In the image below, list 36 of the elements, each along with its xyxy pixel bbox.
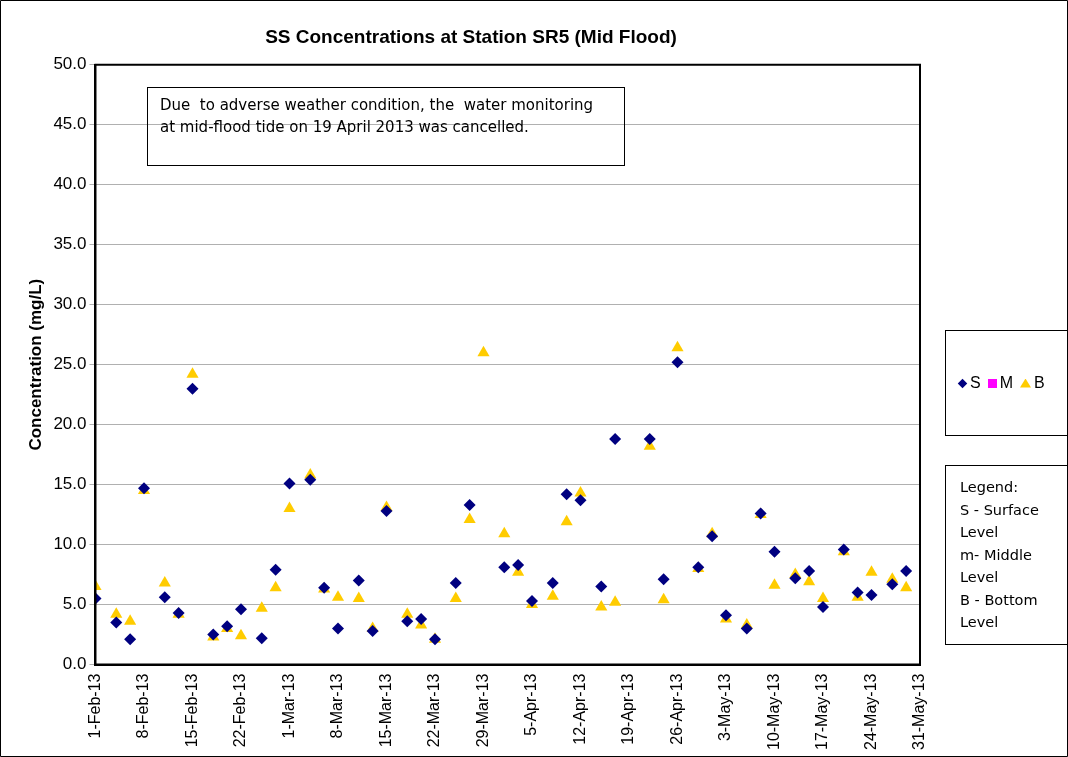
x-tick-label: 22-Mar-13	[425, 673, 443, 748]
x-tick-label: 19-Apr-13	[619, 673, 637, 745]
chart-title: SS Concentrations at Station SR5 (Mid Flood)	[265, 25, 677, 47]
x-tick-label: 26-Apr-13	[667, 673, 685, 745]
x-tick-label: 29-Mar-13	[473, 673, 491, 748]
y-tick-label: 45.0	[53, 114, 87, 134]
y-axis-title: Concentration (mg/L)	[25, 278, 45, 451]
x-tick-label: 10-May-13	[764, 673, 782, 751]
x-tick-label: 8-Feb-13	[134, 673, 152, 739]
x-tick-label: 5-Apr-13	[522, 673, 540, 736]
y-tick-label: 15.0	[53, 474, 87, 494]
text: Legend: S - Surface Level m- Middle Level B - Bottom Level	[945, 465, 1068, 645]
x-tick-label: 31-May-13	[910, 673, 928, 751]
x-tick-label: 24-May-13	[861, 673, 879, 751]
legend-label: B	[1034, 374, 1045, 392]
x-tick-label: 12-Apr-13	[570, 673, 588, 745]
legend-label: M	[999, 374, 1013, 392]
y-tick-label: 35.0	[53, 234, 87, 254]
y-tick-label: 0.0	[62, 654, 87, 674]
x-tick-label: 1-Feb-13	[85, 673, 103, 739]
y-tick-label: 30.0	[53, 294, 87, 314]
x-tick-label: 17-May-13	[813, 673, 831, 751]
y-tick-label: 50.0	[53, 54, 87, 74]
x-tick-label: 15-Mar-13	[376, 673, 394, 748]
y-tick-label: 5.0	[62, 594, 87, 614]
x-tick-label: 8-Mar-13	[328, 673, 346, 739]
x-tick-label: 15-Feb-13	[182, 673, 200, 748]
annotation: Due to adverse weather condition, the water monitoring at mid-flood tide on 19 April 2013 was cancelled.	[147, 87, 625, 166]
x-tick-label: 22-Feb-13	[231, 673, 249, 748]
y-tick-label: 25.0	[53, 354, 87, 374]
y-tick-label: 40.0	[53, 174, 87, 194]
y-tick-label: 20.0	[53, 414, 87, 434]
x-tick-label: 3-May-13	[716, 673, 734, 742]
legend-label: S	[970, 374, 981, 392]
x-tick-label: 1-Mar-13	[279, 673, 297, 739]
y-tick-label: 10.0	[53, 534, 87, 554]
